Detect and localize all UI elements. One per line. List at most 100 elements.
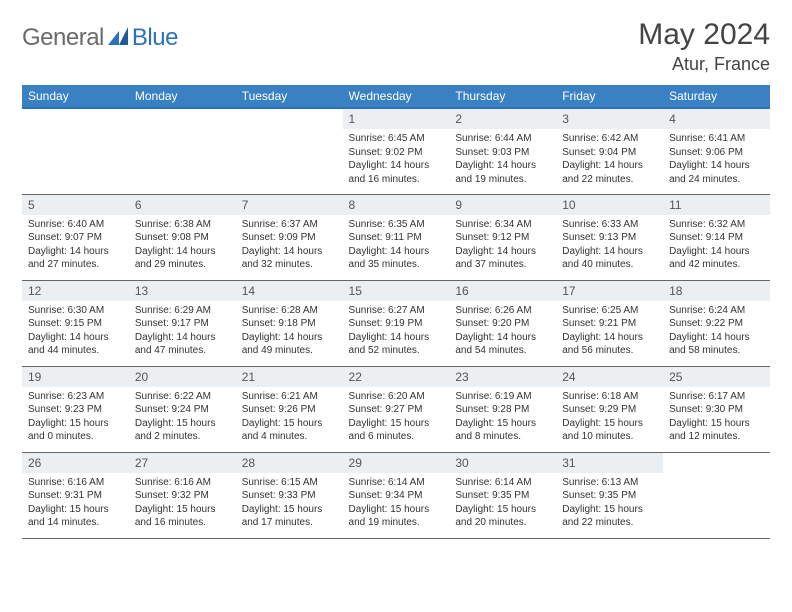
- day-details: Sunrise: 6:28 AMSunset: 9:18 PMDaylight:…: [236, 301, 343, 361]
- calendar-day: 3Sunrise: 6:42 AMSunset: 9:04 PMDaylight…: [556, 108, 663, 194]
- day-details: Sunrise: 6:21 AMSunset: 9:26 PMDaylight:…: [236, 387, 343, 447]
- day-details: Sunrise: 6:17 AMSunset: 9:30 PMDaylight:…: [663, 387, 770, 447]
- calendar-day: 26Sunrise: 6:16 AMSunset: 9:31 PMDayligh…: [22, 452, 129, 538]
- calendar-day: 30Sunrise: 6:14 AMSunset: 9:35 PMDayligh…: [449, 452, 556, 538]
- day-details: Sunrise: 6:13 AMSunset: 9:35 PMDaylight:…: [556, 473, 663, 533]
- day-details: Sunrise: 6:40 AMSunset: 9:07 PMDaylight:…: [22, 215, 129, 275]
- calendar-empty: [236, 108, 343, 194]
- day-details: Sunrise: 6:16 AMSunset: 9:31 PMDaylight:…: [22, 473, 129, 533]
- calendar-row: 5Sunrise: 6:40 AMSunset: 9:07 PMDaylight…: [22, 194, 770, 280]
- calendar-day: 9Sunrise: 6:34 AMSunset: 9:12 PMDaylight…: [449, 194, 556, 280]
- calendar-table: SundayMondayTuesdayWednesdayThursdayFrid…: [22, 85, 770, 539]
- day-details: Sunrise: 6:32 AMSunset: 9:14 PMDaylight:…: [663, 215, 770, 275]
- title-block: May 2024 Atur, France: [638, 18, 770, 75]
- day-number: 7: [236, 195, 343, 215]
- day-details: Sunrise: 6:33 AMSunset: 9:13 PMDaylight:…: [556, 215, 663, 275]
- day-number: 3: [556, 109, 663, 129]
- day-number: 18: [663, 281, 770, 301]
- day-details: Sunrise: 6:25 AMSunset: 9:21 PMDaylight:…: [556, 301, 663, 361]
- header: General Blue May 2024 Atur, France: [22, 18, 770, 75]
- day-details: Sunrise: 6:23 AMSunset: 9:23 PMDaylight:…: [22, 387, 129, 447]
- calendar-day: 29Sunrise: 6:14 AMSunset: 9:34 PMDayligh…: [343, 452, 450, 538]
- day-number: 29: [343, 453, 450, 473]
- calendar-body: 1Sunrise: 6:45 AMSunset: 9:02 PMDaylight…: [22, 108, 770, 538]
- calendar-row: 12Sunrise: 6:30 AMSunset: 9:15 PMDayligh…: [22, 280, 770, 366]
- calendar-day: 21Sunrise: 6:21 AMSunset: 9:26 PMDayligh…: [236, 366, 343, 452]
- day-details: Sunrise: 6:42 AMSunset: 9:04 PMDaylight:…: [556, 129, 663, 189]
- day-number: 31: [556, 453, 663, 473]
- day-number: 9: [449, 195, 556, 215]
- calendar-day: 14Sunrise: 6:28 AMSunset: 9:18 PMDayligh…: [236, 280, 343, 366]
- calendar-empty: [129, 108, 236, 194]
- day-number: 28: [236, 453, 343, 473]
- logo-text-general: General: [22, 24, 104, 52]
- day-details: Sunrise: 6:34 AMSunset: 9:12 PMDaylight:…: [449, 215, 556, 275]
- calendar-empty: [663, 452, 770, 538]
- day-details: Sunrise: 6:44 AMSunset: 9:03 PMDaylight:…: [449, 129, 556, 189]
- day-number: 17: [556, 281, 663, 301]
- day-details: Sunrise: 6:15 AMSunset: 9:33 PMDaylight:…: [236, 473, 343, 533]
- weekday-header: Tuesday: [236, 85, 343, 108]
- day-number: 1: [343, 109, 450, 129]
- day-details: Sunrise: 6:27 AMSunset: 9:19 PMDaylight:…: [343, 301, 450, 361]
- day-details: Sunrise: 6:22 AMSunset: 9:24 PMDaylight:…: [129, 387, 236, 447]
- calendar-day: 27Sunrise: 6:16 AMSunset: 9:32 PMDayligh…: [129, 452, 236, 538]
- day-details: Sunrise: 6:45 AMSunset: 9:02 PMDaylight:…: [343, 129, 450, 189]
- calendar-day: 1Sunrise: 6:45 AMSunset: 9:02 PMDaylight…: [343, 108, 450, 194]
- calendar-day: 13Sunrise: 6:29 AMSunset: 9:17 PMDayligh…: [129, 280, 236, 366]
- weekday-header: Wednesday: [343, 85, 450, 108]
- day-number: 6: [129, 195, 236, 215]
- day-number: 8: [343, 195, 450, 215]
- day-details: Sunrise: 6:41 AMSunset: 9:06 PMDaylight:…: [663, 129, 770, 189]
- weekday-header-row: SundayMondayTuesdayWednesdayThursdayFrid…: [22, 85, 770, 108]
- day-number: 24: [556, 367, 663, 387]
- calendar-empty: [22, 108, 129, 194]
- calendar-day: 10Sunrise: 6:33 AMSunset: 9:13 PMDayligh…: [556, 194, 663, 280]
- calendar-day: 25Sunrise: 6:17 AMSunset: 9:30 PMDayligh…: [663, 366, 770, 452]
- day-details: Sunrise: 6:29 AMSunset: 9:17 PMDaylight:…: [129, 301, 236, 361]
- location: Atur, France: [638, 54, 770, 75]
- calendar-day: 15Sunrise: 6:27 AMSunset: 9:19 PMDayligh…: [343, 280, 450, 366]
- calendar-day: 31Sunrise: 6:13 AMSunset: 9:35 PMDayligh…: [556, 452, 663, 538]
- day-details: Sunrise: 6:14 AMSunset: 9:35 PMDaylight:…: [449, 473, 556, 533]
- day-number: 15: [343, 281, 450, 301]
- month-title: May 2024: [638, 18, 770, 52]
- logo-text-blue: Blue: [132, 24, 178, 52]
- calendar-row: 26Sunrise: 6:16 AMSunset: 9:31 PMDayligh…: [22, 452, 770, 538]
- weekday-header: Friday: [556, 85, 663, 108]
- day-details: Sunrise: 6:19 AMSunset: 9:28 PMDaylight:…: [449, 387, 556, 447]
- day-details: Sunrise: 6:18 AMSunset: 9:29 PMDaylight:…: [556, 387, 663, 447]
- day-number: 19: [22, 367, 129, 387]
- calendar-day: 7Sunrise: 6:37 AMSunset: 9:09 PMDaylight…: [236, 194, 343, 280]
- day-details: Sunrise: 6:37 AMSunset: 9:09 PMDaylight:…: [236, 215, 343, 275]
- day-number: 21: [236, 367, 343, 387]
- logo-mark-icon: [108, 27, 130, 50]
- calendar-day: 12Sunrise: 6:30 AMSunset: 9:15 PMDayligh…: [22, 280, 129, 366]
- day-number: 23: [449, 367, 556, 387]
- calendar-day: 19Sunrise: 6:23 AMSunset: 9:23 PMDayligh…: [22, 366, 129, 452]
- day-details: Sunrise: 6:16 AMSunset: 9:32 PMDaylight:…: [129, 473, 236, 533]
- day-number: 13: [129, 281, 236, 301]
- calendar-day: 28Sunrise: 6:15 AMSunset: 9:33 PMDayligh…: [236, 452, 343, 538]
- weekday-header: Saturday: [663, 85, 770, 108]
- calendar-day: 8Sunrise: 6:35 AMSunset: 9:11 PMDaylight…: [343, 194, 450, 280]
- day-details: Sunrise: 6:38 AMSunset: 9:08 PMDaylight:…: [129, 215, 236, 275]
- day-details: Sunrise: 6:26 AMSunset: 9:20 PMDaylight:…: [449, 301, 556, 361]
- weekday-header: Monday: [129, 85, 236, 108]
- day-number: 22: [343, 367, 450, 387]
- day-number: 2: [449, 109, 556, 129]
- day-details: Sunrise: 6:35 AMSunset: 9:11 PMDaylight:…: [343, 215, 450, 275]
- calendar-row: 1Sunrise: 6:45 AMSunset: 9:02 PMDaylight…: [22, 108, 770, 194]
- day-number: 10: [556, 195, 663, 215]
- day-number: 27: [129, 453, 236, 473]
- day-number: 11: [663, 195, 770, 215]
- calendar-day: 22Sunrise: 6:20 AMSunset: 9:27 PMDayligh…: [343, 366, 450, 452]
- day-number: 30: [449, 453, 556, 473]
- day-details: Sunrise: 6:30 AMSunset: 9:15 PMDaylight:…: [22, 301, 129, 361]
- weekday-header: Thursday: [449, 85, 556, 108]
- calendar-day: 2Sunrise: 6:44 AMSunset: 9:03 PMDaylight…: [449, 108, 556, 194]
- day-details: Sunrise: 6:24 AMSunset: 9:22 PMDaylight:…: [663, 301, 770, 361]
- day-number: 26: [22, 453, 129, 473]
- weekday-header: Sunday: [22, 85, 129, 108]
- day-details: Sunrise: 6:20 AMSunset: 9:27 PMDaylight:…: [343, 387, 450, 447]
